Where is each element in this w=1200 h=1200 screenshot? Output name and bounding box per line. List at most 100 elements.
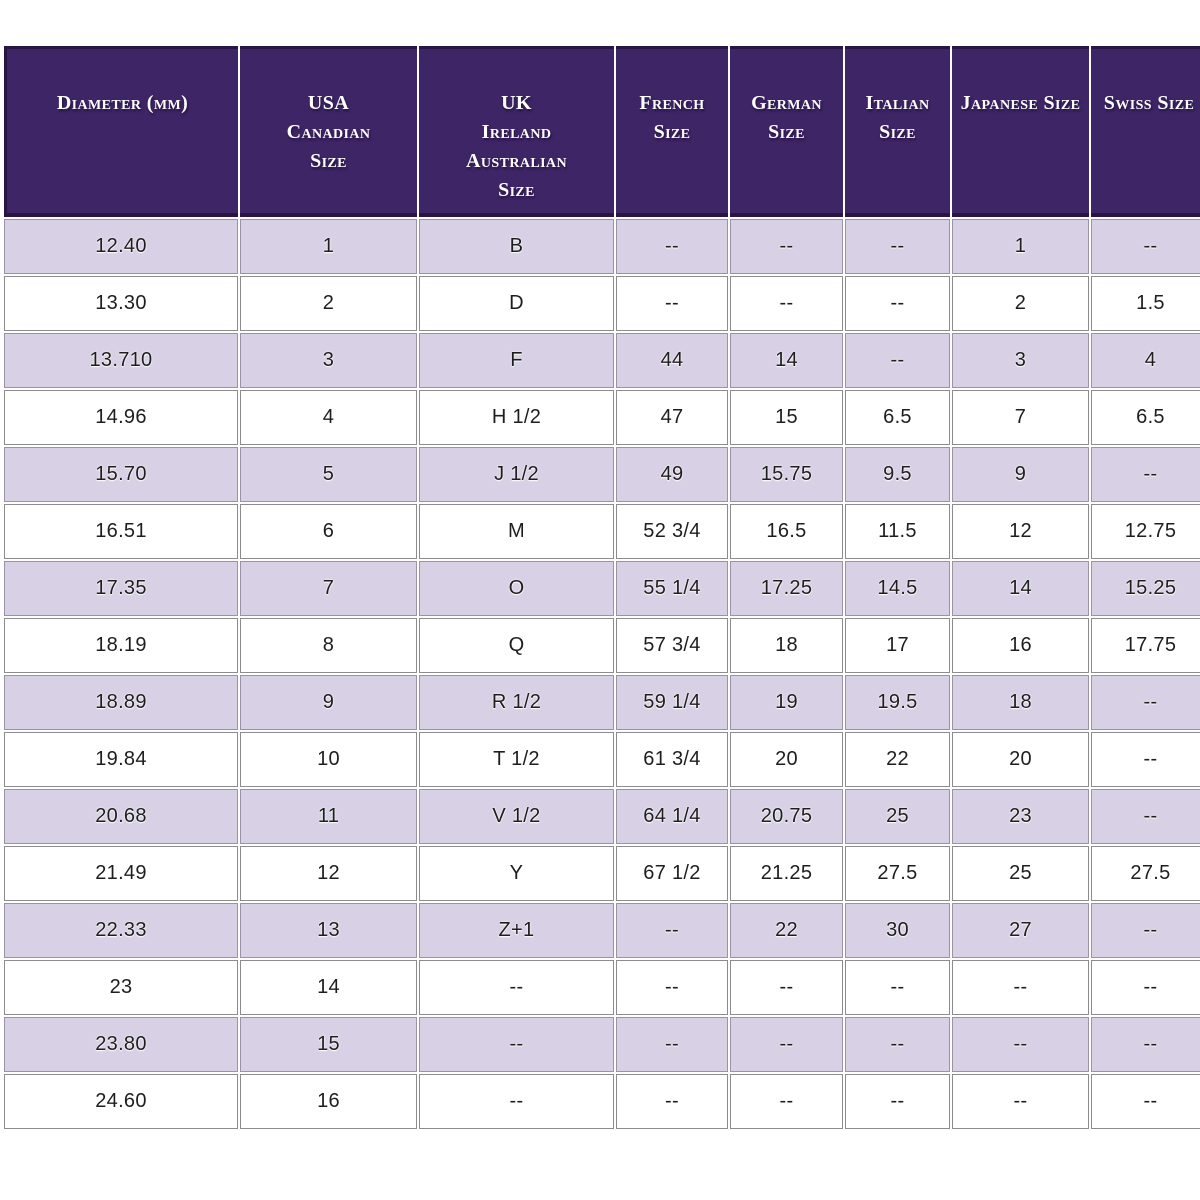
cell-german: 14: [730, 333, 843, 388]
cell-swiss: 27.5: [1091, 846, 1200, 901]
ring-size-table: Diameter (mm) USA Canadian Size UK Ireland…: [2, 44, 1200, 1131]
cell-italian: --: [845, 1017, 950, 1072]
cell-italian: --: [845, 219, 950, 274]
cell-french: --: [616, 219, 728, 274]
cell-diameter: 23.80: [4, 1017, 238, 1072]
cell-french: 57 3/4: [616, 618, 728, 673]
cell-german: 22: [730, 903, 843, 958]
cell-diameter: 15.70: [4, 447, 238, 502]
cell-french: --: [616, 276, 728, 331]
cell-diameter: 24.60: [4, 1074, 238, 1129]
cell-swiss: --: [1091, 675, 1200, 730]
cell-italian: 11.5: [845, 504, 950, 559]
cell-swiss: --: [1091, 1074, 1200, 1129]
cell-uk-ireland-australian: Z+1: [419, 903, 614, 958]
cell-usa-canadian: 7: [240, 561, 417, 616]
cell-usa-canadian: 3: [240, 333, 417, 388]
cell-french: --: [616, 1074, 728, 1129]
cell-diameter: 22.33: [4, 903, 238, 958]
cell-swiss: 12.75: [1091, 504, 1200, 559]
cell-usa-canadian: 8: [240, 618, 417, 673]
cell-japanese: --: [952, 960, 1089, 1015]
cell-french: --: [616, 903, 728, 958]
cell-german: 18: [730, 618, 843, 673]
cell-uk-ireland-australian: M: [419, 504, 614, 559]
cell-diameter: 20.68: [4, 789, 238, 844]
cell-uk-ireland-australian: D: [419, 276, 614, 331]
cell-usa-canadian: 13: [240, 903, 417, 958]
table-row: 14.96 4 H 1/2 47 15 6.5 7 6.5: [4, 390, 1200, 445]
cell-german: --: [730, 219, 843, 274]
cell-german: --: [730, 960, 843, 1015]
cell-usa-canadian: 4: [240, 390, 417, 445]
cell-french: 44: [616, 333, 728, 388]
cell-italian: --: [845, 1074, 950, 1129]
cell-french: 59 1/4: [616, 675, 728, 730]
cell-swiss: 4: [1091, 333, 1200, 388]
cell-japanese: 2: [952, 276, 1089, 331]
cell-swiss: --: [1091, 219, 1200, 274]
cell-italian: 6.5: [845, 390, 950, 445]
cell-french: 61 3/4: [616, 732, 728, 787]
cell-usa-canadian: 14: [240, 960, 417, 1015]
cell-uk-ireland-australian: --: [419, 960, 614, 1015]
cell-usa-canadian: 1: [240, 219, 417, 274]
cell-german: 15: [730, 390, 843, 445]
cell-german: 16.5: [730, 504, 843, 559]
cell-japanese: 9: [952, 447, 1089, 502]
cell-italian: 30: [845, 903, 950, 958]
cell-japanese: --: [952, 1017, 1089, 1072]
cell-german: 15.75: [730, 447, 843, 502]
cell-usa-canadian: 11: [240, 789, 417, 844]
column-header-italian: Italian Size: [845, 46, 950, 217]
table-row: 23 14 -- -- -- -- -- --: [4, 960, 1200, 1015]
cell-swiss: --: [1091, 960, 1200, 1015]
cell-diameter: 14.96: [4, 390, 238, 445]
cell-french: 49: [616, 447, 728, 502]
cell-usa-canadian: 15: [240, 1017, 417, 1072]
cell-diameter: 21.49: [4, 846, 238, 901]
cell-diameter: 13.710: [4, 333, 238, 388]
cell-french: --: [616, 1017, 728, 1072]
cell-french: 55 1/4: [616, 561, 728, 616]
cell-uk-ireland-australian: F: [419, 333, 614, 388]
cell-french: 47: [616, 390, 728, 445]
cell-uk-ireland-australian: Q: [419, 618, 614, 673]
table-row: 18.19 8 Q 57 3/4 18 17 16 17.75: [4, 618, 1200, 673]
cell-japanese: 1: [952, 219, 1089, 274]
table-row: 17.35 7 O 55 1/4 17.25 14.5 14 15.25: [4, 561, 1200, 616]
cell-usa-canadian: 10: [240, 732, 417, 787]
cell-swiss: --: [1091, 903, 1200, 958]
cell-german: 19: [730, 675, 843, 730]
column-header-german: German Size: [730, 46, 843, 217]
cell-uk-ireland-australian: H 1/2: [419, 390, 614, 445]
cell-uk-ireland-australian: --: [419, 1074, 614, 1129]
cell-japanese: 18: [952, 675, 1089, 730]
cell-usa-canadian: 2: [240, 276, 417, 331]
table-row: 20.68 11 V 1/2 64 1/4 20.75 25 23 --: [4, 789, 1200, 844]
cell-japanese: 23: [952, 789, 1089, 844]
column-header-swiss: Swiss Size: [1091, 46, 1200, 217]
column-header-japanese: Japanese Size: [952, 46, 1089, 217]
column-header-french: French Size: [616, 46, 728, 217]
cell-uk-ireland-australian: B: [419, 219, 614, 274]
column-header-usa-canadian: USA Canadian Size: [240, 46, 417, 217]
cell-italian: 19.5: [845, 675, 950, 730]
cell-swiss: 15.25: [1091, 561, 1200, 616]
cell-japanese: 7: [952, 390, 1089, 445]
cell-german: 17.25: [730, 561, 843, 616]
cell-italian: --: [845, 276, 950, 331]
cell-japanese: 25: [952, 846, 1089, 901]
column-header-diameter: Diameter (mm): [4, 46, 238, 217]
table-row: 12.40 1 B -- -- -- 1 --: [4, 219, 1200, 274]
cell-uk-ireland-australian: T 1/2: [419, 732, 614, 787]
cell-swiss: 17.75: [1091, 618, 1200, 673]
cell-italian: --: [845, 960, 950, 1015]
cell-japanese: 27: [952, 903, 1089, 958]
cell-swiss: --: [1091, 789, 1200, 844]
cell-diameter: 17.35: [4, 561, 238, 616]
cell-german: --: [730, 1074, 843, 1129]
cell-italian: --: [845, 333, 950, 388]
cell-usa-canadian: 5: [240, 447, 417, 502]
cell-japanese: --: [952, 1074, 1089, 1129]
